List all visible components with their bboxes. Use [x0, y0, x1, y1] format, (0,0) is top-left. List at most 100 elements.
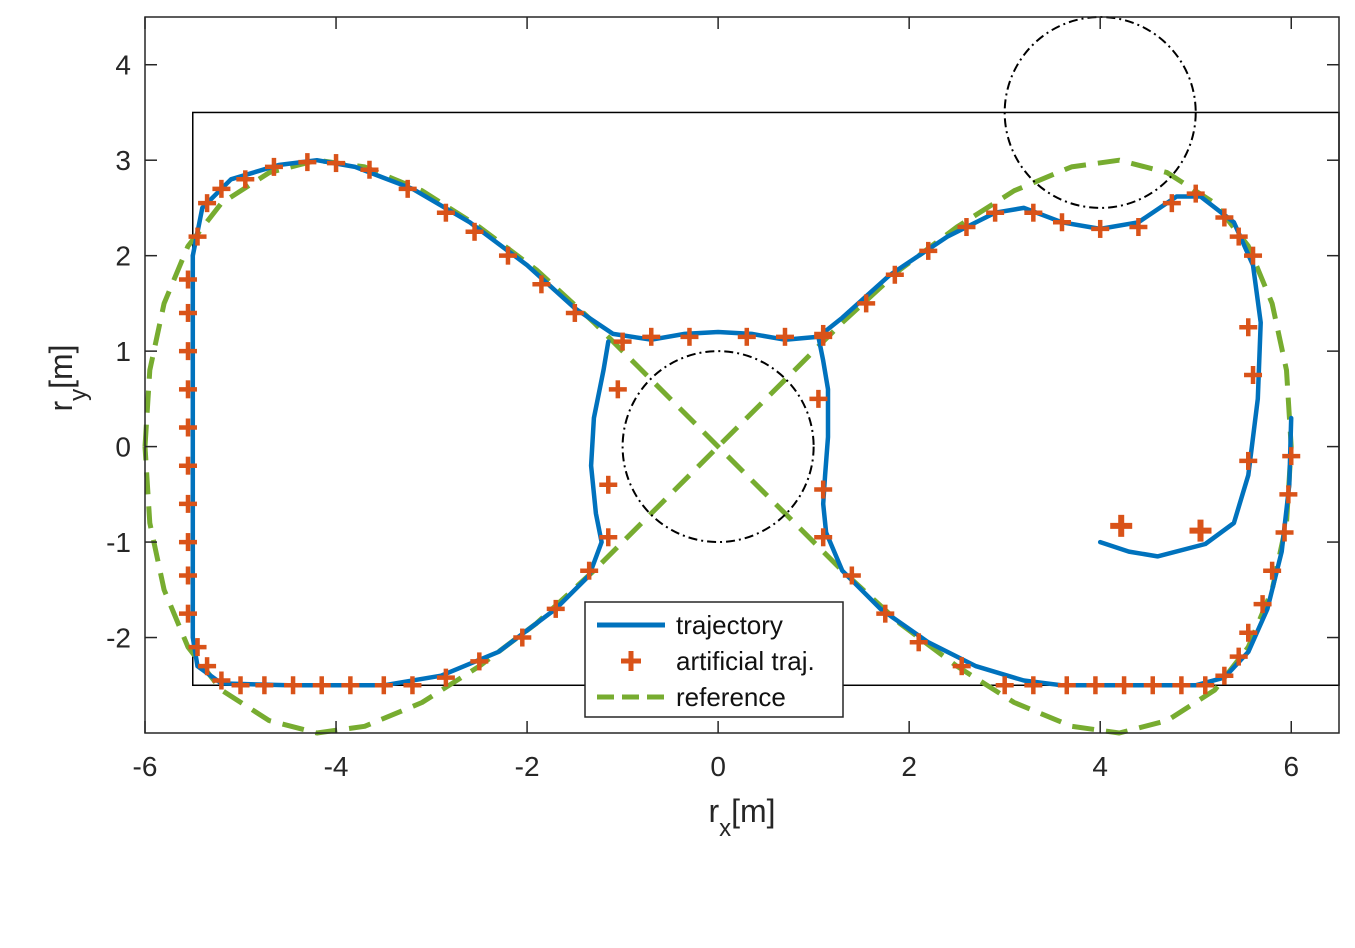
artificial-traj-marker — [198, 194, 217, 213]
artificial-traj-marker — [986, 203, 1005, 222]
artificial-traj-marker — [1244, 366, 1263, 384]
artificial-traj-marker — [178, 418, 197, 437]
y-axis-label-sub: y — [65, 389, 92, 401]
artificial-traj-marker — [814, 324, 833, 343]
artificial-traj-marker — [1196, 676, 1215, 695]
artificial-traj-layer — [178, 153, 1301, 695]
y-tick-label: 4 — [115, 50, 131, 81]
artificial-traj-marker — [876, 604, 895, 623]
artificial-traj-marker — [1024, 203, 1043, 222]
artificial-traj-marker — [284, 676, 303, 695]
artificial-traj-marker — [1162, 194, 1181, 213]
artificial-traj-marker — [814, 480, 833, 499]
artificial-traj-marker — [1239, 451, 1258, 470]
x-axis-label: rx[m] — [708, 793, 775, 842]
artificial-traj-marker — [885, 265, 904, 284]
x-tick-label: 2 — [901, 751, 917, 782]
x-axis-ticks: -6 -4 -2 0 2 4 6 — [133, 17, 1299, 782]
artificial-traj-marker — [580, 561, 599, 580]
y-tick-label: -1 — [106, 527, 131, 558]
artificial-traj-marker — [1229, 227, 1248, 246]
legend-trajectory-label: trajectory — [676, 610, 783, 640]
artificial-traj-marker — [1263, 561, 1282, 580]
artificial-traj-marker — [298, 153, 317, 172]
artificial-traj-marker — [532, 275, 551, 294]
artificial-traj-marker — [599, 528, 618, 547]
y-tick-label: 3 — [115, 145, 131, 176]
artificial-traj-marker — [178, 566, 197, 585]
artificial-traj-marker — [513, 628, 532, 647]
artificial-traj-marker — [842, 566, 861, 585]
artificial-traj-marker — [188, 227, 207, 246]
artificial-traj-marker — [1229, 647, 1248, 666]
artificial-traj-marker — [1143, 676, 1162, 695]
artificial-traj-marker — [919, 241, 938, 260]
artificial-traj-marker — [236, 170, 255, 189]
x-axis-label-main: r — [708, 793, 719, 829]
legend-artificial-label: artificial traj. — [676, 646, 815, 676]
artificial-traj-marker — [1239, 318, 1258, 337]
x-tick-label: 4 — [1092, 751, 1108, 782]
artificial-traj-marker — [775, 327, 794, 346]
axes-box — [144, 16, 1340, 734]
x-tick-label: -4 — [324, 751, 349, 782]
artificial-traj-marker — [403, 676, 422, 695]
artificial-traj-marker — [465, 222, 484, 241]
artificial-traj-marker — [231, 676, 250, 695]
trajectory-line-2 — [816, 334, 1294, 688]
artificial-traj-marker — [1215, 666, 1234, 685]
artificial-traj-marker — [212, 671, 231, 690]
y-axis-label: ry[m] — [43, 344, 92, 411]
artificial-traj-marker — [1239, 623, 1258, 642]
artificial-traj-marker — [178, 494, 197, 513]
artificial-traj-marker — [1052, 213, 1071, 232]
artificial-traj-marker — [1186, 184, 1205, 203]
legend-artificial-swatch — [621, 651, 641, 671]
artificial-traj-marker — [1091, 219, 1110, 238]
y-axis-label-main: r — [43, 401, 79, 412]
artificial-traj-marker — [341, 676, 360, 695]
artificial-traj-marker — [470, 652, 489, 671]
x-tick-label: 0 — [710, 751, 726, 782]
obstacle-layer — [621, 16, 1197, 544]
artificial-traj-marker — [360, 160, 379, 179]
artificial-traj-marker — [436, 668, 455, 687]
artificial-traj-marker — [546, 599, 565, 618]
x-tick-label: 6 — [1283, 751, 1299, 782]
artificial-traj-marker — [1253, 595, 1272, 614]
x-axis-label-unit: [m] — [731, 793, 775, 829]
artificial-traj-marker — [178, 303, 197, 322]
artificial-traj-marker — [1215, 208, 1234, 227]
artificial-traj-marker — [178, 380, 197, 399]
artificial-traj-marker — [909, 633, 928, 652]
artificial-traj-marker — [857, 294, 876, 313]
artificial-traj-marker — [1275, 523, 1294, 542]
artificial-traj-marker — [642, 327, 661, 346]
y-tick-label: 0 — [115, 432, 131, 463]
y-axis-ticks: -2 -1 0 1 2 3 4 — [106, 50, 1339, 654]
artificial-traj-marker — [1115, 676, 1134, 695]
artificial-traj-marker — [178, 270, 197, 289]
x-axis-label-sub: x — [719, 815, 731, 842]
artificial-traj-marker — [264, 157, 283, 176]
obstacle-circle-1 — [1003, 16, 1197, 209]
artificial-traj-marker — [952, 657, 971, 676]
artificial-traj-marker — [178, 342, 197, 361]
artificial-traj-marker — [178, 604, 197, 623]
y-tick-label: -2 — [106, 623, 131, 654]
artificial-traj-marker — [255, 676, 274, 695]
artificial-traj-marker — [498, 246, 517, 265]
legend-reference-label: reference — [676, 682, 786, 712]
artificial-traj-marker-end — [1189, 519, 1212, 542]
artificial-traj-marker — [1282, 447, 1301, 466]
artificial-traj-marker — [374, 676, 393, 695]
artificial-traj-marker — [436, 203, 455, 222]
artificial-traj-marker — [327, 154, 346, 173]
artificial-traj-marker — [613, 332, 632, 351]
artificial-traj-marker — [814, 528, 833, 547]
artificial-traj-marker — [198, 657, 217, 676]
artificial-traj-marker — [1086, 676, 1105, 695]
artificial-traj-marker — [212, 179, 231, 198]
artificial-traj-marker — [957, 218, 976, 237]
